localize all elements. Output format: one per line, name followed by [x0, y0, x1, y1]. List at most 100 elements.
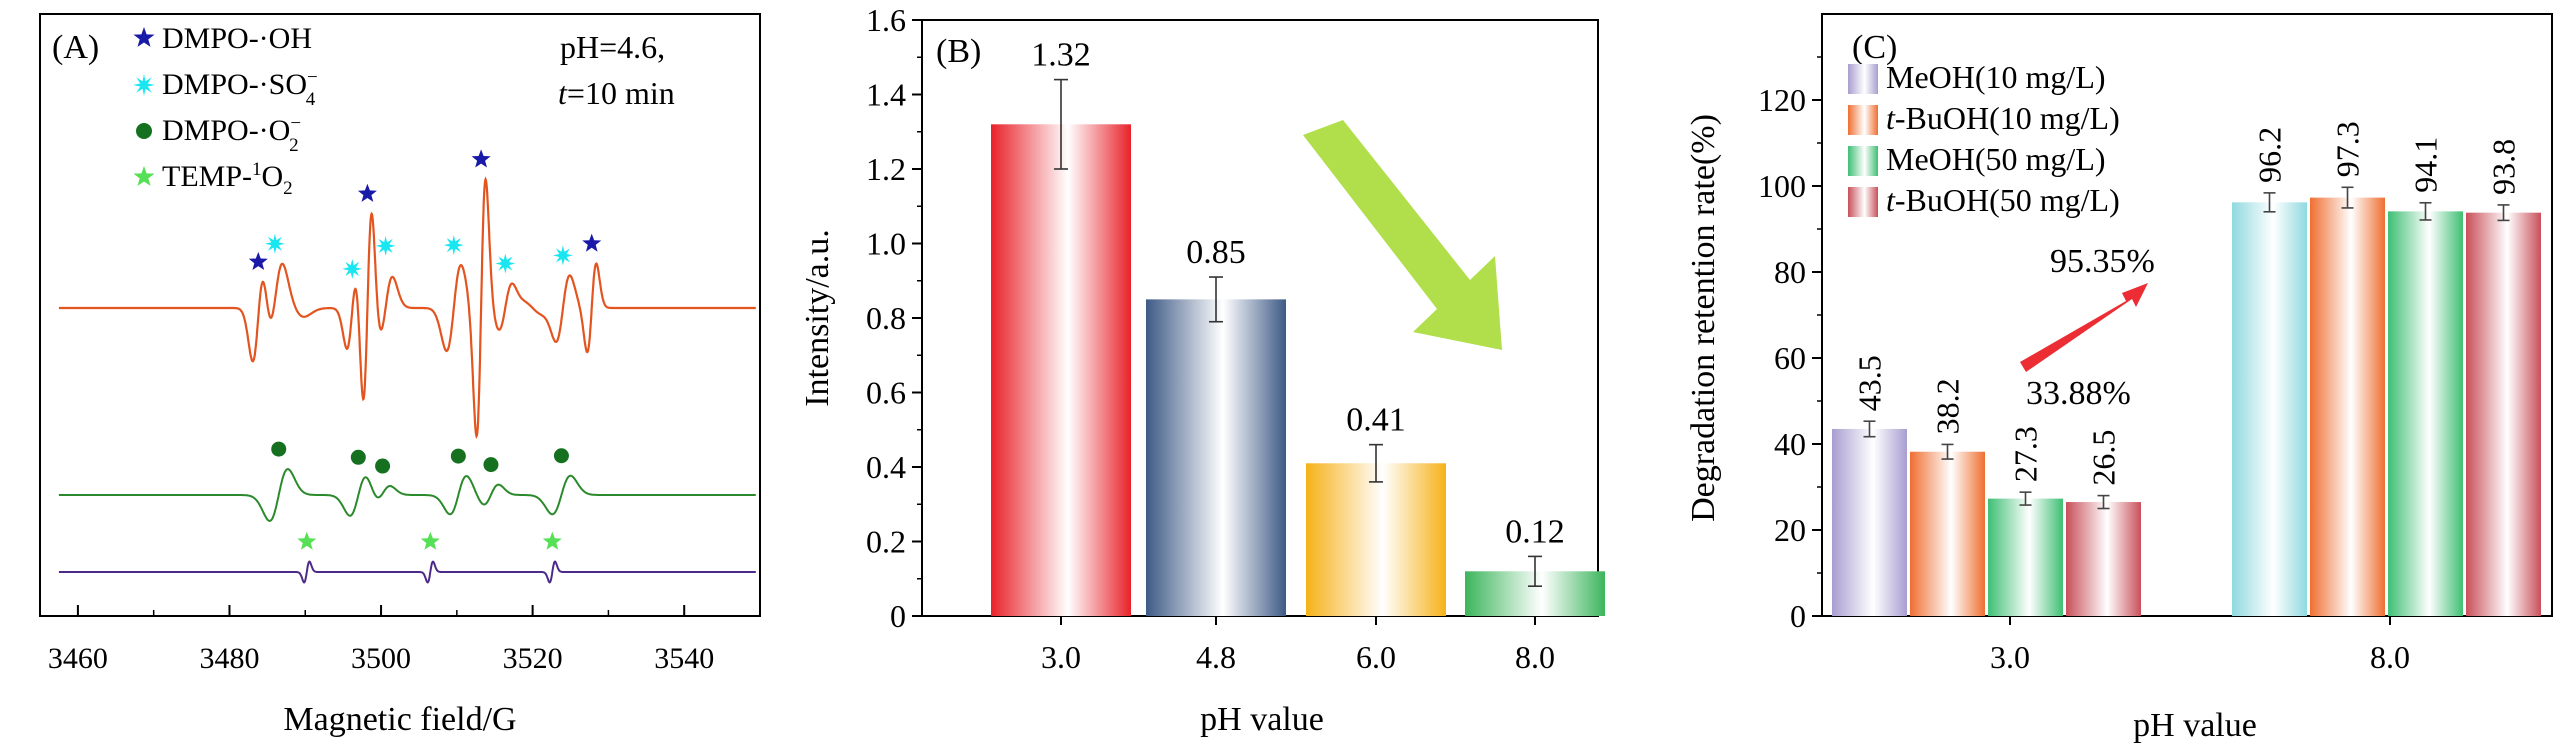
legend-star-marker: [133, 166, 155, 186]
panel-a-label: (A): [52, 29, 99, 66]
panel-b-plot: 1.32 0.85 0.41 0.12: [991, 37, 1605, 617]
legend-label: t-BuOH(10 mg/L): [1886, 100, 2120, 136]
legend-label: MeOH(50 mg/L): [1886, 141, 2106, 177]
peak-marker-sparkle: [375, 235, 396, 256]
y-tick-label: 0.6: [866, 375, 906, 411]
y-tick-label: 0.8: [866, 300, 906, 336]
panel-b-axes: 3.0 4.8 6.0 8.0 0 0.2 0.4 0.6 0.8 1.0 1.2 1.4 1.6: [866, 2, 1555, 675]
panel-c-legend: MeOH(10 mg/L) t-BuOH(10 mg/L) MeOH(50 mg/L…: [1848, 59, 2120, 218]
panel-c-xlabel: pH value: [2133, 707, 2257, 744]
bar-ph-6-0: [1306, 463, 1446, 616]
legend-label-dmpo-oh: DMPO-·OH: [162, 22, 312, 55]
peak-marker-dot: [375, 458, 391, 474]
bar-group-1-series-3: [1988, 498, 2063, 616]
y-tick-label: 60: [1774, 340, 1806, 376]
panel-a-x-axis: 3460 3480 3500 3520 3540: [48, 605, 761, 675]
annotation-33-88-percent: 33.88%: [2026, 375, 2131, 412]
increase-arrow: [2020, 283, 2148, 372]
panel-a-condition-time: t=10 min: [558, 75, 675, 111]
peak-marker-sparkle: [443, 235, 464, 256]
y-tick-label: 40: [1774, 426, 1806, 462]
bar-group-1-series-4: [2066, 502, 2141, 616]
peak-marker-dot: [450, 448, 466, 464]
legend-sparkle-marker: [133, 74, 155, 96]
peak-marker-star: [471, 149, 491, 168]
peak-marker-dot: [483, 457, 499, 473]
panel-a-legend: DMPO-·OH DMPO-·SO− 4 DMPO-·O− 2 TEMP-1O2: [133, 22, 318, 199]
legend-item-temp-1o2: TEMP-1O2: [133, 159, 293, 199]
bar-value-label: 94.1: [2408, 137, 2444, 193]
y-tick-label: 0.4: [866, 449, 906, 485]
bar-group-2-series-1: [2232, 202, 2307, 616]
legend-item-dmpo-so4: DMPO-·SO− 4: [133, 67, 318, 110]
y-tick-label: 0: [890, 598, 906, 634]
x-tick-label: 8.0: [2370, 639, 2410, 675]
x-tick-label: 3540: [654, 642, 714, 675]
peak-marker-sparkle: [552, 245, 573, 266]
peak-marker-star: [582, 233, 602, 252]
y-tick-label: 20: [1774, 512, 1806, 548]
bar-value-label: 26.5: [2086, 430, 2122, 486]
peak-marker-dot: [553, 448, 569, 464]
x-tick-label: 3500: [351, 642, 411, 675]
panel-b-xlabel: pH value: [1200, 701, 1324, 738]
panel-a-frame: [39, 13, 761, 617]
bar-value-label: 0.41: [1346, 402, 1406, 439]
spectrum-line-1: [58, 176, 756, 439]
x-tick-label: 6.0: [1356, 639, 1396, 675]
legend-label: MeOH(10 mg/L): [1886, 59, 2106, 95]
legend-swatch: [1848, 105, 1878, 135]
legend-label: t-BuOH(50 mg/L): [1886, 182, 2120, 218]
x-tick-label: 8.0: [1515, 639, 1555, 675]
panel-a-xlabel: Magnetic field/G: [283, 701, 516, 738]
y-tick-label: 0.2: [866, 524, 906, 560]
peak-marker-sparkle: [264, 233, 285, 254]
x-tick-label: 3.0: [1990, 639, 2030, 675]
x-tick-label: 3480: [199, 642, 259, 675]
legend-item-dmpo-o2: DMPO-·O− 2: [136, 113, 301, 156]
bar-value-label: 43.5: [1852, 355, 1888, 411]
bar-value-label: 38.2: [1930, 378, 1966, 434]
bar-value-label: 0.85: [1186, 234, 1246, 271]
legend-label-dmpo-so4: DMPO-·SO− 4: [162, 67, 318, 110]
legend-label-dmpo-o2: DMPO-·O− 2: [162, 113, 301, 156]
panel-a: (A) DMPO-·OH DMPO-·SO− 4 DMPO-·O− 2 TEMP-1…: [39, 13, 761, 738]
x-tick-label: 3460: [48, 642, 108, 675]
bar-value-label: 1.32: [1031, 37, 1091, 74]
panel-c-axes: 3.0 8.0 0 20 40 60 80 100 120: [1758, 56, 2410, 675]
legend-swatch: [1848, 187, 1878, 217]
y-tick-label: 1.4: [866, 77, 906, 113]
legend-label-temp-1o2: TEMP-1O2: [162, 159, 293, 199]
peak-marker-dot: [350, 449, 366, 465]
x-tick-label: 3520: [503, 642, 563, 675]
y-tick-label: 1.0: [866, 226, 906, 262]
bar-value-label: 97.3: [2330, 121, 2366, 177]
bar-ph-4-8: [1146, 299, 1286, 616]
spectrum-line-2: [58, 468, 756, 522]
panel-c-ylabel: Degradation retention rate(%): [1685, 114, 1722, 522]
bar-ph-3-0: [991, 124, 1131, 617]
legend-dot-marker: [136, 123, 152, 139]
y-tick-label: 100: [1758, 168, 1806, 204]
peak-marker-dot: [271, 441, 287, 457]
peak-marker-sparkle: [342, 258, 363, 279]
annotation-95-35-percent: 95.35%: [2050, 243, 2155, 280]
bar-value-label: 27.3: [2008, 426, 2044, 482]
spectrum-line-3: [58, 560, 756, 584]
legend-swatch: [1848, 146, 1878, 176]
y-tick-label: 1.2: [866, 151, 906, 187]
y-tick-label: 0: [1790, 598, 1806, 634]
bar-group-1-series-2: [1910, 451, 1985, 616]
bar-group-2-series-2: [2310, 197, 2385, 617]
peak-marker-star: [248, 251, 268, 270]
panel-c-label: (C): [1852, 29, 1897, 66]
y-tick-label: 80: [1774, 254, 1806, 290]
x-tick-label: 4.8: [1196, 639, 1236, 675]
decreasing-trend-arrow: [1303, 120, 1502, 350]
panel-a-condition-ph: pH=4.6,: [560, 29, 665, 65]
panel-b-label: (B): [936, 33, 981, 70]
x-tick-label: 3.0: [1041, 639, 1081, 675]
panel-b: (B) 1.32 0.85 0.41 0.12 3.0 4.8 6.0 8.0 0 0.2 0.4…: [799, 2, 1605, 738]
panel-c-plot: 43.5 96.2 38.2 97.3 27.3 94.1 26.5 93.8: [1832, 121, 2541, 617]
